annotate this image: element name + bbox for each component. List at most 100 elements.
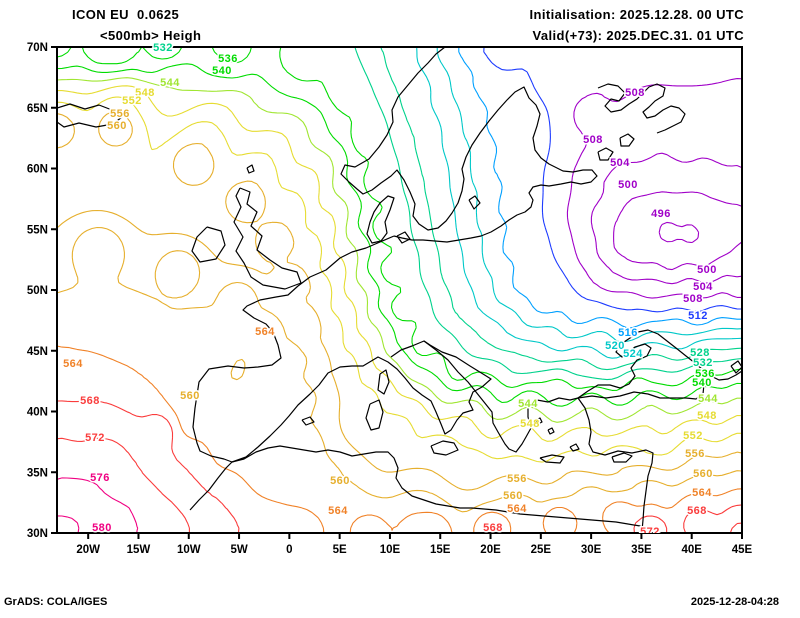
contour-label-560: 560 bbox=[107, 120, 127, 132]
x-axis-label: 35E bbox=[631, 544, 652, 556]
contour-line-536 bbox=[57, 47, 742, 391]
contour-label-548: 548 bbox=[520, 418, 540, 430]
coastline bbox=[577, 329, 742, 399]
footer-credit: GrADS: COLA/IGES bbox=[4, 596, 108, 608]
coastline bbox=[430, 440, 459, 456]
contour-label-552: 552 bbox=[683, 430, 703, 442]
y-axis-label: 60N bbox=[27, 164, 48, 176]
x-axis-label: 20W bbox=[76, 544, 100, 556]
contour-label-564: 564 bbox=[255, 326, 275, 338]
contour-line-560 bbox=[57, 226, 742, 513]
x-axis-label: 10E bbox=[380, 544, 401, 556]
coastline bbox=[246, 164, 255, 174]
contour-label-544: 544 bbox=[518, 398, 538, 410]
contour-label-544: 544 bbox=[160, 77, 180, 89]
y-axis-label: 40N bbox=[27, 407, 48, 419]
x-axis-label: 25E bbox=[531, 544, 552, 556]
title-model: ICON EU 0.0625 bbox=[72, 7, 180, 22]
contour-label-508: 508 bbox=[625, 87, 645, 99]
y-axis-label: 30N bbox=[27, 528, 48, 540]
coastline bbox=[535, 417, 543, 425]
x-axis-label: 5W bbox=[230, 544, 247, 556]
y-axis-label: 55N bbox=[27, 224, 48, 236]
contour-label-532: 532 bbox=[693, 357, 713, 369]
title-field: <500mb> Heigh bbox=[100, 28, 202, 43]
contour-label-552: 552 bbox=[122, 95, 142, 107]
coastline bbox=[396, 231, 411, 244]
contour-label-564: 564 bbox=[692, 487, 712, 499]
contour-line-572 bbox=[57, 437, 742, 533]
contour-label-560: 560 bbox=[693, 468, 713, 480]
contour-label-580: 580 bbox=[92, 522, 112, 534]
coastline bbox=[597, 147, 614, 161]
contour-label-524: 524 bbox=[623, 348, 643, 360]
contour-label-516: 516 bbox=[618, 327, 638, 339]
contour-line-500 bbox=[613, 191, 742, 271]
coastline bbox=[730, 360, 742, 374]
contour-label-512: 512 bbox=[688, 310, 708, 322]
coastline bbox=[377, 369, 390, 395]
x-axis-label: 0 bbox=[286, 544, 292, 556]
contour-label-536: 536 bbox=[218, 53, 238, 65]
coastline bbox=[189, 461, 233, 511]
contour-line-504 bbox=[590, 152, 742, 285]
x-axis-label: 15E bbox=[430, 544, 451, 556]
contour-label-568: 568 bbox=[687, 505, 707, 517]
contour-line-496 bbox=[658, 221, 700, 244]
contour-line-580 bbox=[57, 515, 80, 533]
contour-labels: 5325365405445485525565605085085045004965… bbox=[62, 41, 720, 538]
contour-label-536: 536 bbox=[695, 368, 715, 380]
y-axis-label: 35N bbox=[27, 467, 48, 479]
contour-label-564: 564 bbox=[328, 505, 348, 517]
coastline bbox=[231, 445, 643, 532]
contour-label-560: 560 bbox=[503, 490, 523, 502]
coastline bbox=[577, 376, 705, 400]
contour-line-552 bbox=[57, 96, 742, 463]
contour-label-572: 572 bbox=[85, 432, 105, 444]
coastline bbox=[569, 443, 580, 452]
contour-label-496: 496 bbox=[651, 208, 671, 220]
coastline bbox=[191, 226, 226, 263]
contour-label-500: 500 bbox=[618, 179, 638, 191]
y-axis-label: 45N bbox=[27, 346, 48, 358]
contour-line-564 bbox=[57, 345, 742, 533]
coastline bbox=[423, 340, 579, 453]
contour-label-560: 560 bbox=[330, 475, 350, 487]
coastlines bbox=[57, 47, 742, 532]
contour-lines bbox=[57, 47, 742, 533]
contour-label-568: 568 bbox=[80, 395, 100, 407]
contour-label-540: 540 bbox=[212, 65, 232, 77]
contour-label-532: 532 bbox=[153, 42, 173, 54]
contour-line-540 bbox=[57, 63, 742, 407]
contour-label-576: 576 bbox=[90, 472, 110, 484]
coastline bbox=[547, 427, 555, 435]
contour-line-520 bbox=[436, 47, 742, 343]
contour-label-548: 548 bbox=[135, 87, 155, 99]
contour-line-528 bbox=[380, 47, 742, 371]
coastline bbox=[301, 416, 315, 426]
contour-label-544: 544 bbox=[698, 393, 718, 405]
coastline bbox=[619, 133, 635, 147]
contour-label-564: 564 bbox=[63, 358, 83, 370]
contour-line-508 bbox=[566, 78, 742, 299]
title-valid: Valid(+73): 2025.DEC.31. 01 UTC bbox=[532, 28, 744, 43]
coastline bbox=[611, 452, 633, 463]
contour-line-516 bbox=[458, 47, 742, 329]
footer-timestamp: 2025-12-28-04:28 bbox=[690, 596, 779, 608]
coastline bbox=[468, 195, 481, 210]
y-axis-label: 70N bbox=[27, 42, 48, 54]
x-axis-label: 40E bbox=[681, 544, 702, 556]
x-axis-label: 30E bbox=[581, 544, 602, 556]
contour-label-548: 548 bbox=[697, 410, 717, 422]
coastline bbox=[340, 47, 598, 243]
contour-label-504: 504 bbox=[610, 157, 630, 169]
contour-line-524 bbox=[416, 47, 742, 359]
contour-label-540: 540 bbox=[692, 377, 712, 389]
coastline bbox=[577, 397, 654, 532]
contour-label-528: 528 bbox=[690, 347, 710, 359]
contour-label-572: 572 bbox=[640, 526, 660, 538]
contour-label-556: 556 bbox=[110, 108, 130, 120]
contour-label-508: 508 bbox=[583, 134, 603, 146]
contour-label-560: 560 bbox=[180, 390, 200, 402]
